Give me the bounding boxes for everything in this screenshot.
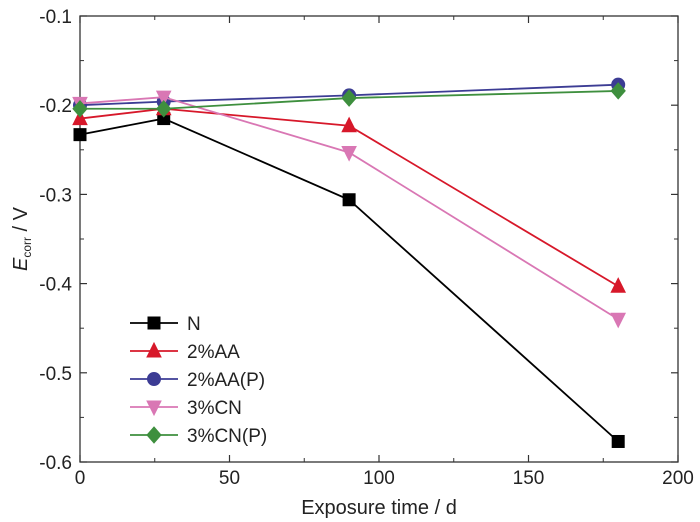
data-point [610, 82, 626, 100]
legend-item: 2%AA(P) [130, 370, 265, 391]
legend-item: 3%CN(P) [130, 426, 267, 447]
series-line [79, 107, 619, 288]
legend-item: N [130, 314, 201, 335]
y-axis-title-rest: / V [10, 206, 32, 237]
data-point [610, 312, 627, 329]
series-line [79, 96, 619, 321]
y-tick-label: -0.1 [39, 7, 72, 28]
legend-item: 3%CN [130, 398, 242, 419]
legend-marker [147, 316, 161, 330]
x-tick-label: 0 [75, 468, 86, 489]
data-point [341, 116, 357, 133]
legend-label: N [187, 314, 201, 335]
legend-label: 2%AA [187, 342, 240, 363]
legend-item: 2%AA [130, 341, 240, 363]
y-axis-title: Ecorr / V [10, 206, 34, 271]
x-tick-label: 100 [363, 468, 395, 489]
legend-marker [147, 372, 161, 386]
legend-label: 3%CN(P) [187, 426, 267, 447]
data-point [72, 109, 88, 126]
data-point [72, 100, 88, 118]
legend-marker [146, 341, 162, 358]
series-line [79, 83, 619, 107]
x-tick-label: 200 [662, 468, 694, 489]
series-line [80, 90, 619, 110]
legend-label: 3%CN [187, 398, 242, 419]
data-point [73, 128, 87, 142]
data-point [611, 434, 625, 448]
y-tick-label: -0.6 [39, 453, 72, 474]
data-point [342, 193, 356, 207]
y-axis-title-sub: corr [20, 237, 34, 258]
x-tick-label: 50 [219, 468, 240, 489]
data-point [341, 145, 357, 162]
series-line [79, 117, 619, 443]
y-tick-label: -0.3 [39, 185, 72, 206]
legend-label: 2%AA(P) [187, 370, 265, 391]
data-point [610, 277, 627, 293]
y-tick-label: -0.5 [39, 364, 72, 385]
plot-frame [79, 15, 679, 463]
data-point [156, 100, 172, 118]
y-tick-label: -0.4 [39, 275, 72, 296]
y-axis-title-main: E [10, 257, 32, 271]
legend-marker [146, 426, 162, 444]
x-tick-label: 150 [513, 468, 545, 489]
data-point [155, 90, 172, 107]
series-4 [72, 82, 626, 118]
x-axis-title: Exposure time / d [301, 497, 457, 519]
series-0 [73, 112, 625, 448]
legend-marker [146, 400, 162, 417]
data-point [341, 89, 357, 107]
y-tick-label: -0.2 [39, 96, 72, 117]
